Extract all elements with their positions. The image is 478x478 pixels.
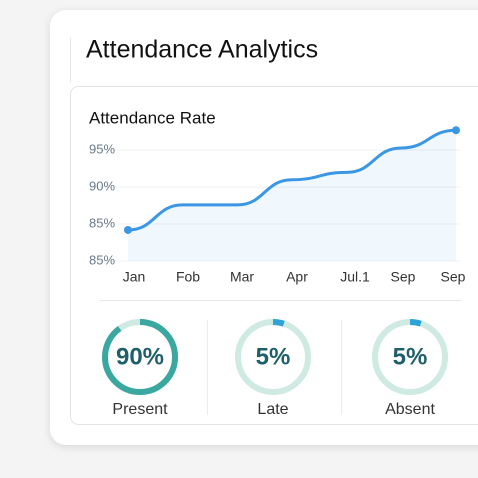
x-tick-label: Jan — [123, 269, 146, 285]
stat-value: 5% — [256, 343, 291, 370]
area — [128, 130, 456, 261]
end-point — [452, 126, 460, 135]
x-tick-label: Jul.1 — [340, 269, 370, 285]
chart-title: Attendance Rate — [89, 108, 216, 127]
x-tick-label: Sep — [441, 269, 466, 285]
y-tick-label: 95% — [89, 142, 115, 157]
ring-value — [102, 319, 178, 395]
x-tick-label: Apr — [286, 269, 308, 285]
stat-value: 5% — [393, 343, 428, 370]
y-tick-label: 85% — [89, 215, 115, 230]
ring-value — [372, 319, 448, 395]
stat-label: Late — [257, 401, 288, 418]
y-tick-label: 90% — [89, 179, 115, 194]
ring-value — [235, 319, 311, 395]
stat-label: Absent — [385, 401, 435, 418]
x-tick-label: Fob — [176, 269, 200, 285]
x-tick-label: Mar — [230, 269, 254, 285]
stat-value: 90% — [116, 343, 164, 370]
card-title: Attendance Analytics — [86, 36, 318, 64]
line — [126, 128, 458, 232]
end-point — [124, 225, 132, 234]
y-tick-label: 85% — [89, 252, 115, 267]
stat-label: Present — [112, 401, 168, 418]
x-tick-label: Sep — [391, 269, 416, 285]
